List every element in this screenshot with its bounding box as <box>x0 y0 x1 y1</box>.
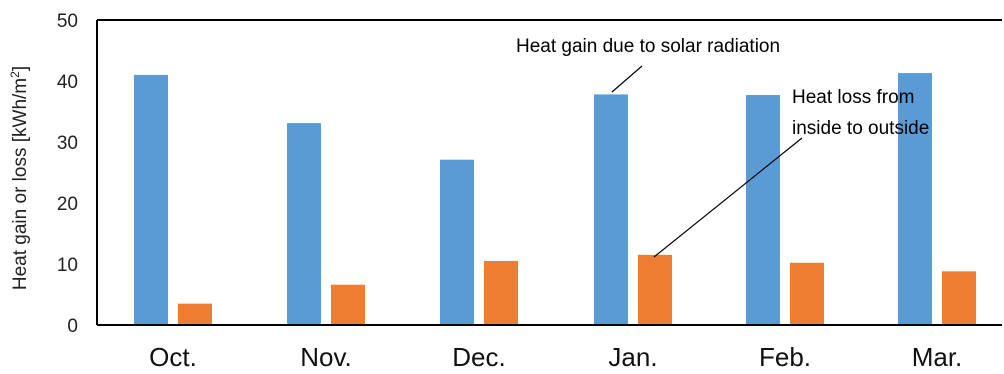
solar-gain-bar-dec <box>440 159 474 325</box>
x-tick-label: Jan. <box>608 342 657 372</box>
x-tick-label: Oct. <box>149 342 197 372</box>
y-axis-label: Heat gain or loss [kWh/m2] <box>8 66 31 290</box>
loss-annotation-line2: inside to outside <box>792 118 929 139</box>
loss-annotation-leader <box>653 137 803 258</box>
heat-loss-bar-nov <box>331 284 365 325</box>
solar-gain-bar-feb <box>746 95 780 325</box>
x-tick-label: Feb. <box>759 342 811 372</box>
y-tick-label: 30 <box>57 133 78 154</box>
y-tick-label: 40 <box>57 72 78 93</box>
x-tick-label: Nov. <box>300 342 352 372</box>
y-tick-label: 20 <box>57 194 78 215</box>
solar-annotation-text: Heat gain due to solar radiation <box>516 36 780 57</box>
solar-gain-bar-nov <box>287 123 321 325</box>
y-tick-label: 50 <box>57 11 78 32</box>
solar-annotation-leader <box>611 65 643 93</box>
x-tick-label: Mar. <box>912 342 963 372</box>
solar-gain-bar-jan <box>594 94 628 325</box>
heat-loss-bar-feb <box>790 262 824 325</box>
y-tick-label: 10 <box>57 255 78 276</box>
heat-loss-bar-dec <box>484 260 518 325</box>
bars-group <box>134 73 976 326</box>
x-tick-labels: Oct. Nov. Dec. Jan. Feb. Mar. <box>149 342 962 372</box>
x-tick-label: Dec. <box>452 342 505 372</box>
heat-loss-bar-jan <box>638 254 672 325</box>
heat-loss-bar-mar <box>942 271 976 325</box>
solar-gain-bar-oct <box>134 74 168 326</box>
y-tick-labels: 0 10 20 30 40 50 <box>57 11 78 337</box>
heat-loss-bar-oct <box>178 303 212 325</box>
loss-annotation-line1: Heat loss from <box>792 87 914 108</box>
solar-gain-bar-mar <box>898 73 932 325</box>
y-tick-label: 0 <box>67 316 78 337</box>
